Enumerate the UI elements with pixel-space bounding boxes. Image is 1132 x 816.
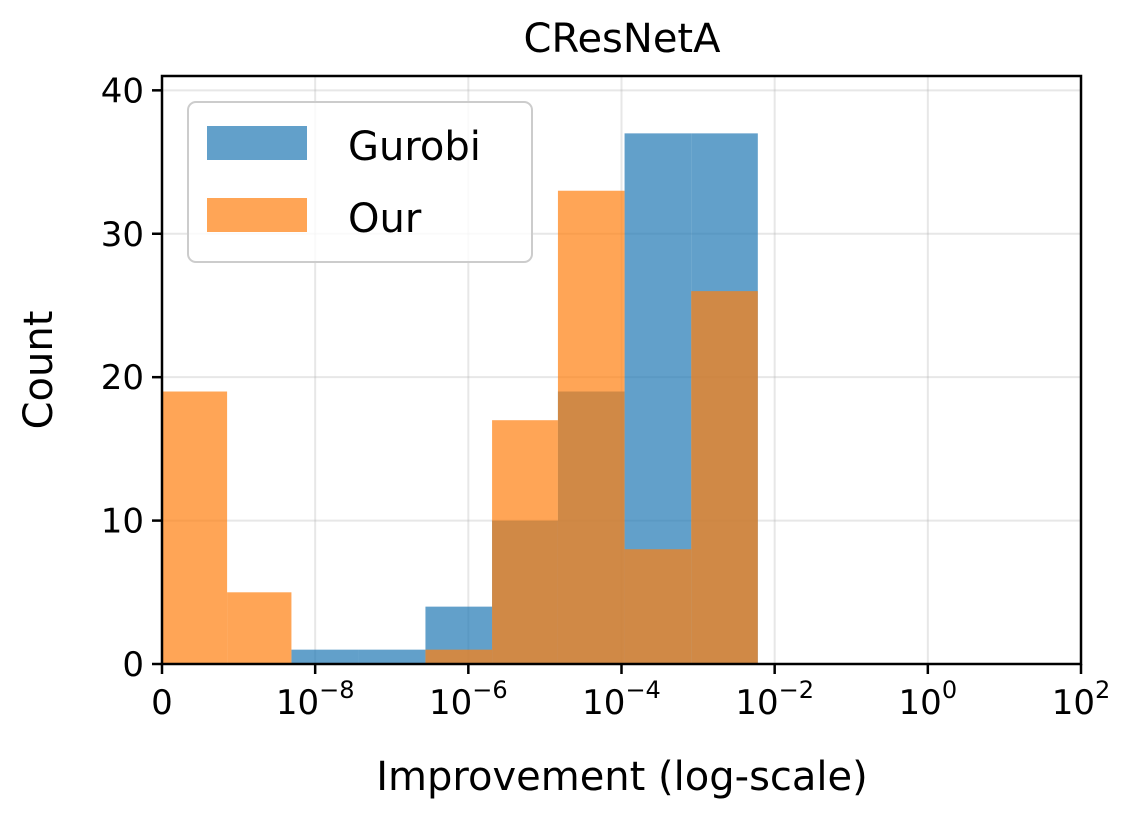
legend-swatch-gurobi [207,126,307,160]
bar-our [162,391,228,664]
x-tick-label: 10−2 [735,676,814,723]
x-tick-label: 102 [1052,676,1111,723]
y-tick-label: 40 [101,71,144,111]
legend-label-our: Our [348,196,422,242]
x-tick-label: 0 [151,683,173,723]
legend-label-gurobi: Gurobi [348,124,481,170]
bar-our [691,291,758,664]
bar-our [492,420,558,664]
bar-our [557,190,625,665]
our-bars [162,190,758,665]
bar-our [425,649,493,664]
x-tick-label: 10−6 [429,676,508,723]
y-tick-label: 30 [101,215,144,255]
legend: Gurobi Our [187,101,533,263]
y-axis-ticks: 0 10 20 30 40 [101,71,162,685]
x-axis-label: Improvement (log-scale) [376,754,867,800]
bar-our [227,592,292,664]
bar-our [624,549,692,664]
x-axis-ticks: 0 10−8 10−6 10−4 10−2 100 102 [151,664,1110,723]
x-tick-label: 10−4 [582,676,661,723]
y-tick-label: 0 [122,645,144,685]
chart-title: CResNetA [524,16,722,62]
x-tick-label: 10−8 [276,676,355,723]
y-tick-label: 10 [101,502,144,542]
y-axis-label: Count [16,311,62,430]
x-tick-label: 100 [899,676,958,723]
bar-gurobi [291,649,359,664]
bar-gurobi [358,649,426,664]
y-tick-label: 20 [101,358,144,398]
legend-swatch-our [207,198,307,232]
